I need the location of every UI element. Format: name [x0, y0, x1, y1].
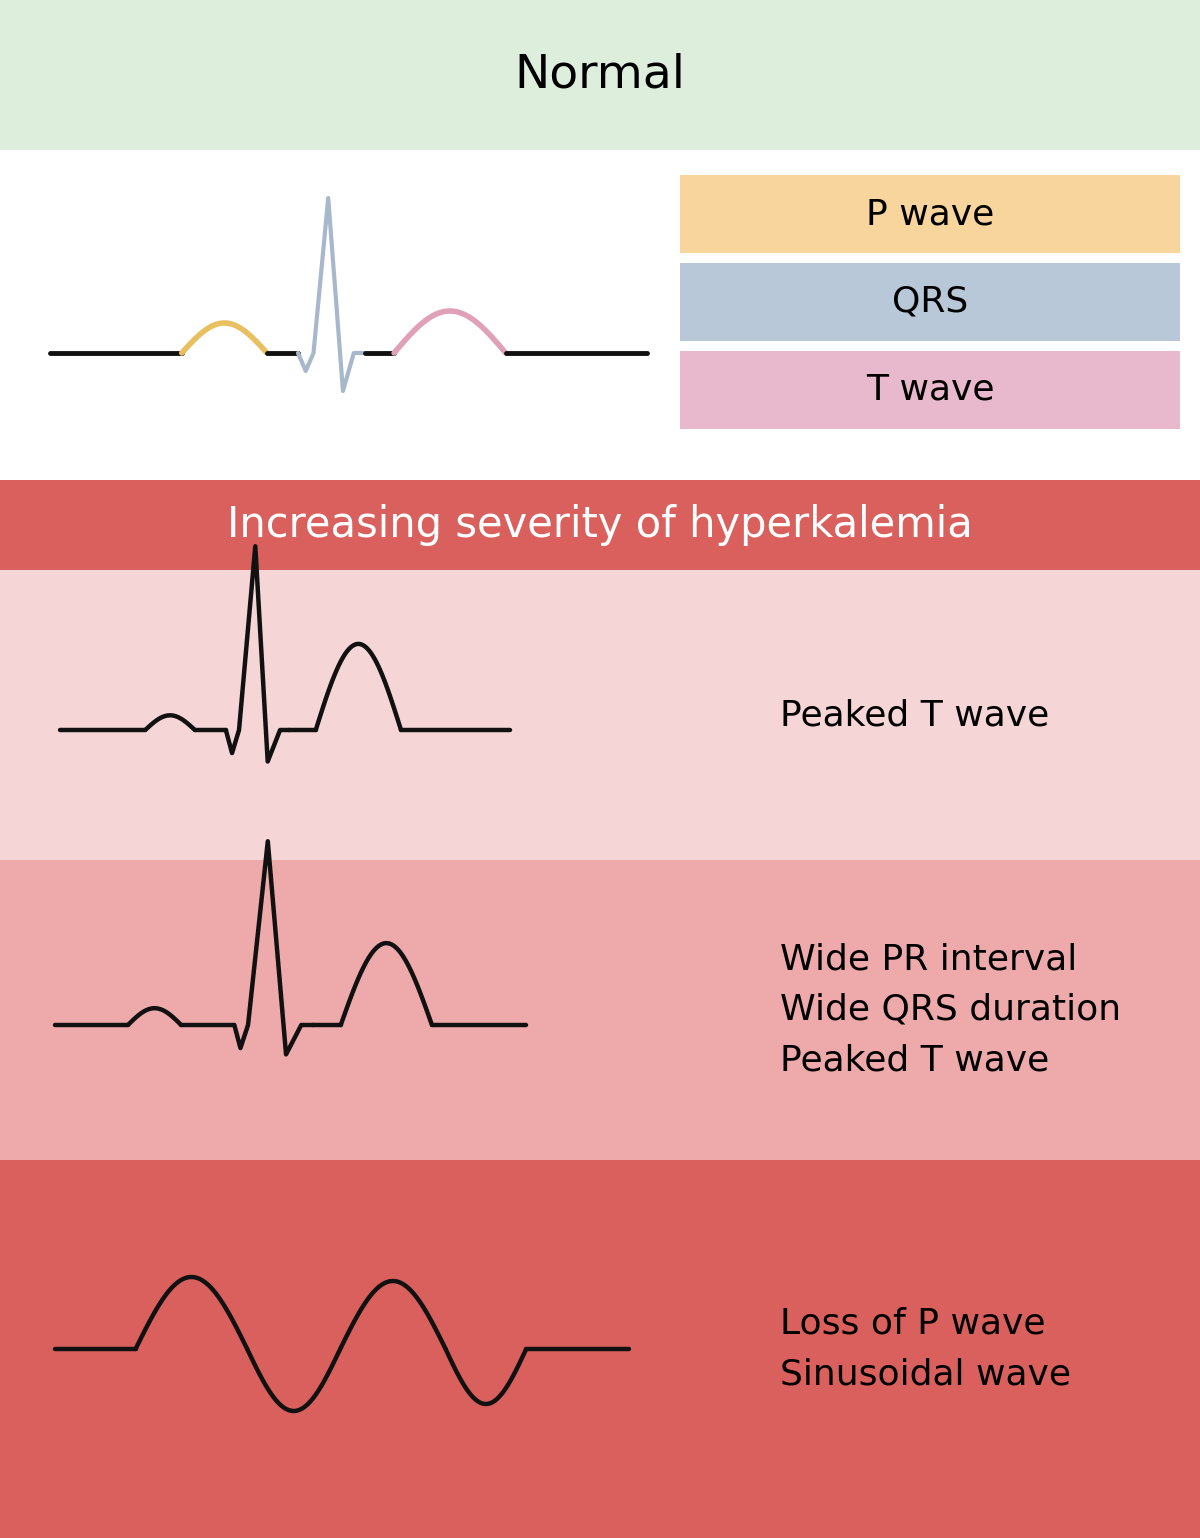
- Bar: [680, 263, 1180, 341]
- Text: P wave: P wave: [866, 197, 994, 231]
- Text: Peaked T wave: Peaked T wave: [780, 698, 1049, 732]
- Bar: [0, 0, 1200, 151]
- Bar: [0, 1160, 1200, 1538]
- Text: Wide PR interval
Wide QRS duration
Peaked T wave: Wide PR interval Wide QRS duration Peake…: [780, 943, 1121, 1077]
- Text: Loss of P wave
Sinusoidal wave: Loss of P wave Sinusoidal wave: [780, 1307, 1072, 1390]
- Text: QRS: QRS: [892, 285, 968, 318]
- Bar: [0, 151, 1200, 480]
- Text: Increasing severity of hyperkalemia: Increasing severity of hyperkalemia: [227, 504, 973, 546]
- Bar: [0, 860, 1200, 1160]
- Text: T wave: T wave: [865, 374, 995, 408]
- Text: Normal: Normal: [515, 52, 685, 97]
- Bar: [0, 480, 1200, 571]
- Bar: [680, 175, 1180, 252]
- Bar: [0, 571, 1200, 860]
- Bar: [680, 351, 1180, 429]
